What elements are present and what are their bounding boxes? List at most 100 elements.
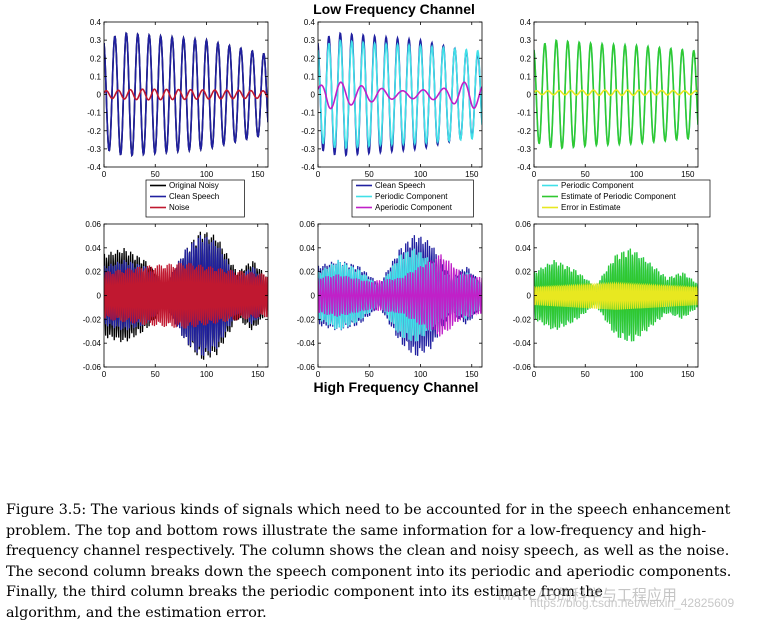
subplot-high-col3: 0 50 100 150 -0.06 -0.04 -0.02 0 0.02 0.04 0.06: [513, 220, 699, 379]
y-tick-label: 0.02: [299, 268, 315, 277]
y-tick-label: -0.2: [301, 127, 315, 136]
legend-box: [537, 179, 711, 218]
subplot-low-col3: 0 50 100 150 -0.4 -0.3 -0.2 -0.1 0 0.1 0.2 0.3 0.4 Pe…: [517, 18, 711, 218]
series-lines: [534, 39, 698, 150]
y-tick-label: -0.04: [513, 339, 532, 348]
series-lines: [104, 31, 268, 158]
series-line-1: [534, 248, 698, 342]
y-tick-label: 0.4: [520, 18, 532, 27]
series-lines: [318, 235, 482, 356]
x-tick-label: 150: [251, 170, 265, 179]
series-lines: [534, 248, 698, 342]
x-tick-label: 50: [581, 170, 590, 179]
legend-entry: Aperiodic Component: [375, 203, 453, 212]
caption-line-1: Figure 3.5: The various kinds of signals…: [6, 502, 731, 518]
legend-entry: Clean Speech: [169, 192, 219, 201]
y-tick-label: -0.3: [87, 145, 101, 154]
x-tick-label: 0: [102, 170, 107, 179]
x-tick-label: 100: [200, 370, 214, 379]
y-tick-label: -0.02: [513, 315, 532, 324]
subplot-low-col1: 0 50 100 150 -0.4 -0.3 -0.2 -0.1 0 0.1 0.2 0.3 0.4 Or…: [87, 18, 269, 218]
legend: Clean Speech Periodic Component Aperiodic …: [351, 179, 474, 218]
subplot-high-col1: 0 50 100 150 -0.06 -0.04 -0.02 0 0.02 0.04 0.06: [83, 220, 269, 379]
top-row-title: Low Frequency Channel: [313, 1, 475, 17]
legend-entry: Estimate of Periodic Component: [561, 192, 677, 201]
y-tick-label: 0.4: [304, 18, 316, 27]
subplot-grid: 0 50 100 150 -0.4 -0.3 -0.2 -0.1 0 0.1 0.2 0.3 0.4 Or…: [83, 18, 711, 379]
series-line-2: [104, 262, 268, 329]
y-tick-label: -0.2: [517, 127, 531, 136]
y-tick-label: 0: [97, 292, 102, 301]
caption-line-4: The second column breaks down the speech…: [6, 563, 732, 580]
series-line-2: [534, 89, 698, 97]
x-tick-label: 50: [581, 370, 590, 379]
y-tick-label: 0.04: [85, 244, 101, 253]
series-line-1: [318, 39, 482, 150]
series-lines: [104, 231, 268, 360]
watermark-brand: MATLAB的科学与工程应用: [498, 587, 677, 604]
x-tick-label: 50: [365, 370, 374, 379]
y-tick-label: -0.4: [517, 163, 531, 172]
y-tick-label: -0.3: [301, 145, 315, 154]
y-tick-label: 0.02: [515, 268, 531, 277]
legend-box: [351, 179, 474, 218]
y-tick-label: 0.1: [90, 72, 102, 81]
subplot-high-col2: 0 50 100 150 -0.06 -0.04 -0.02 0 0.02 0.04 0.06: [297, 220, 483, 379]
y-tick-label: -0.1: [87, 109, 101, 118]
y-tick-label: 0.2: [304, 54, 316, 63]
y-tick-label: 0.3: [520, 36, 532, 45]
x-tick-label: 150: [681, 370, 695, 379]
x-tick-label: 50: [151, 370, 160, 379]
y-tick-label: -0.06: [513, 363, 532, 372]
y-tick-label: 0: [527, 91, 532, 100]
y-tick-label: 0.02: [85, 268, 101, 277]
legend-entry: Error in Estimate: [561, 203, 621, 212]
series-line-1: [104, 31, 268, 158]
x-tick-label: 50: [365, 170, 374, 179]
figure-caption: Figure 3.5: The various kinds of signals…: [6, 500, 772, 624]
y-tick-label: -0.1: [301, 109, 315, 118]
y-tick-label: -0.04: [83, 339, 102, 348]
caption-line-3: frequency channel respectively. The colu…: [6, 543, 730, 560]
y-tick-label: -0.3: [517, 145, 531, 154]
y-tick-label: -0.4: [301, 163, 315, 172]
y-tick-label: 0: [97, 91, 102, 100]
y-tick-label: 0.06: [299, 220, 315, 229]
caption-line-6: algorithm, and the estimation error.: [6, 604, 267, 621]
x-tick-label: 150: [465, 170, 479, 179]
x-tick-label: 100: [200, 170, 214, 179]
x-tick-label: 0: [532, 170, 537, 179]
series-line-1: [534, 39, 698, 150]
y-tick-label: 0: [311, 292, 316, 301]
y-tick-label: 0.06: [85, 220, 101, 229]
caption-line-2: problem. The top and bottom rows illustr…: [6, 522, 707, 539]
y-tick-label: -0.1: [517, 109, 531, 118]
x-tick-label: 100: [630, 370, 644, 379]
legend-entry: Periodic Component: [561, 181, 634, 190]
x-tick-label: 0: [316, 170, 321, 179]
x-tick-label: 0: [532, 370, 537, 379]
y-tick-label: 0.3: [304, 36, 316, 45]
y-tick-label: -0.02: [297, 315, 316, 324]
y-tick-label: 0.1: [520, 72, 532, 81]
y-tick-label: -0.02: [83, 315, 102, 324]
caption-line-5: Finally, the third column breaks the per…: [6, 584, 603, 601]
y-tick-label: -0.2: [87, 127, 101, 136]
y-tick-label: 0.2: [520, 54, 532, 63]
x-tick-label: 150: [465, 370, 479, 379]
y-tick-label: 0: [311, 91, 316, 100]
series-line-2: [318, 81, 482, 110]
y-tick-label: 0.3: [90, 36, 102, 45]
y-tick-label: -0.06: [83, 363, 102, 372]
legend-entry: Clean Speech: [375, 181, 425, 190]
x-tick-label: 50: [151, 170, 160, 179]
x-tick-label: 0: [316, 370, 321, 379]
y-tick-label: -0.4: [87, 163, 101, 172]
x-tick-label: 100: [414, 170, 428, 179]
x-tick-label: 150: [251, 370, 265, 379]
x-tick-label: 150: [681, 170, 695, 179]
legend-entry: Noise: [169, 203, 190, 212]
legend-entry: Periodic Component: [375, 192, 448, 201]
x-tick-label: 0: [102, 370, 107, 379]
y-tick-label: 0.2: [90, 54, 102, 63]
